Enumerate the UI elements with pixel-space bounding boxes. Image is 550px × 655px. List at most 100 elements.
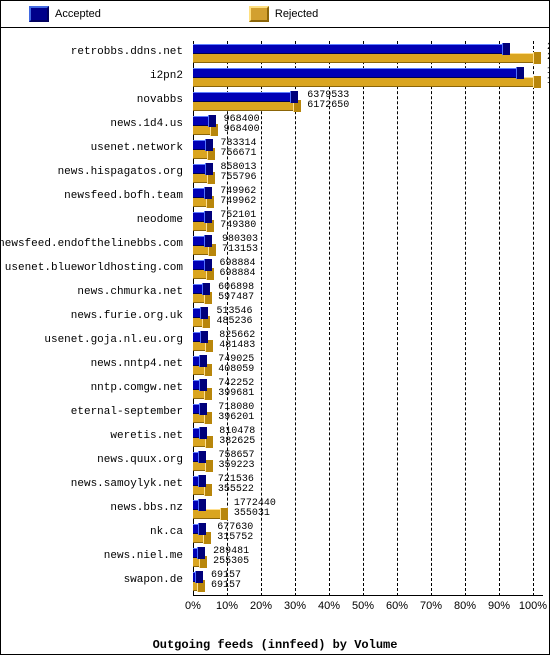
legend-swatch-rejected [249, 6, 269, 22]
bar-accepted [193, 332, 200, 342]
data-row: news.bbs.nz1772440355031 [193, 497, 543, 521]
bar-cap [200, 307, 208, 319]
x-tick-label: 20% [250, 600, 272, 612]
bar-cap [516, 67, 524, 79]
value-rejected: 755796 [221, 172, 257, 183]
x-tick-label: 40% [318, 600, 340, 612]
host-label: nk.ca [0, 526, 183, 538]
data-row: news.samoylyk.net721536355522 [193, 473, 543, 497]
plot-area: 0%10%20%30%40%50%60%70%80%90%100%retrobb… [193, 41, 543, 616]
value-rejected: 698884 [220, 268, 256, 279]
bar-cap [198, 451, 206, 463]
x-tick-label: 70% [420, 600, 442, 612]
value-rejected: 408059 [218, 364, 254, 375]
bar-accepted [193, 236, 204, 246]
bar-rejected [193, 77, 533, 87]
bar-cap [200, 331, 208, 343]
legend-label-accepted: Accepted [55, 8, 101, 20]
bar-cap [197, 547, 205, 559]
bar-accepted [193, 44, 502, 54]
host-label: usenet.blueworldhosting.com [0, 262, 183, 274]
host-label: news.nntp4.net [0, 358, 183, 370]
host-label: eternal-september [0, 406, 183, 418]
bar-accepted [193, 500, 198, 510]
bar-rejected [193, 101, 293, 111]
value-rejected: 749380 [220, 220, 256, 231]
value-rejected: 756671 [221, 148, 257, 159]
value-rejected: 255305 [213, 556, 249, 567]
data-row: swapon.de6915769157 [193, 569, 543, 593]
value-rejected: 6172650 [307, 100, 349, 111]
host-label: i2pn2 [0, 70, 183, 82]
chart-frame: Accepted Rejected 0%10%20%30%40%50%60%70… [0, 0, 550, 655]
data-row: eternal-september718080396201 [193, 401, 543, 425]
value-rejected: 968400 [224, 124, 260, 135]
x-axis-title: Outgoing feeds (innfeed) by Volume [1, 638, 549, 652]
bar-cap [502, 43, 510, 55]
value-rejected: 597487 [218, 292, 254, 303]
data-row: novabbs63795336172650 [193, 89, 543, 113]
host-label: news.niel.me [0, 550, 183, 562]
bar-cap [199, 403, 207, 415]
x-tick-label: 30% [284, 600, 306, 612]
data-row: news.chmurka.net606898597487 [193, 281, 543, 305]
bar-cap [205, 163, 213, 175]
value-rejected: 355522 [218, 484, 254, 495]
bar-cap [199, 379, 207, 391]
x-tick-label: 50% [352, 600, 374, 612]
bar-cap [204, 235, 212, 247]
data-row: weretis.net810478382625 [193, 425, 543, 449]
host-label: novabbs [0, 94, 183, 106]
data-row: news.niel.me289481255305 [193, 545, 543, 569]
host-label: news.chmurka.net [0, 286, 183, 298]
bar-cap [204, 211, 212, 223]
bar-rejected [193, 53, 533, 63]
data-row: newsfeed.bofh.team749962749962 [193, 185, 543, 209]
host-label: usenet.goja.nl.eu.org [0, 334, 183, 346]
x-tick-label: 80% [454, 600, 476, 612]
bar-cap [208, 115, 216, 127]
value-rejected: 713153 [222, 244, 258, 255]
host-label: weretis.net [0, 430, 183, 442]
value-rejected: 749962 [220, 196, 256, 207]
data-row: news.hispagatos.org858013755796 [193, 161, 543, 185]
bar-accepted [193, 284, 202, 294]
bar-accepted [193, 548, 197, 558]
bar-accepted [193, 188, 204, 198]
x-tick-label: 60% [386, 600, 408, 612]
host-label: newsfeed.endofthelinebbs.com [0, 238, 183, 250]
value-rejected: 359223 [219, 460, 255, 471]
value-rejected: 315752 [217, 532, 253, 543]
bar-accepted [193, 428, 199, 438]
host-label: news.samoylyk.net [0, 478, 183, 490]
data-row: nk.ca677630315752 [193, 521, 543, 545]
bar-accepted [193, 116, 208, 126]
data-row: news.quux.org758657359223 [193, 449, 543, 473]
bar-cap [195, 571, 203, 583]
data-row: usenet.network783314756671 [193, 137, 543, 161]
host-label: news.quux.org [0, 454, 183, 466]
host-label: nntp.comgw.net [0, 382, 183, 394]
host-label: usenet.network [0, 142, 183, 154]
bar-cap [204, 187, 212, 199]
value-rejected: 382625 [219, 436, 255, 447]
bar-cap [204, 259, 212, 271]
data-row: nntp.comgw.net742252399681 [193, 377, 543, 401]
bar-accepted [193, 212, 204, 222]
data-row: news.1d4.us968400968400 [193, 113, 543, 137]
bar-accepted [193, 92, 290, 102]
bar-accepted [193, 140, 205, 150]
value-rejected: 355031 [234, 508, 270, 519]
bar-accepted [193, 260, 204, 270]
host-label: news.bbs.nz [0, 502, 183, 514]
data-row: retrobbs.ddns.net2252430020568857 [193, 41, 543, 65]
bar-cap [290, 91, 298, 103]
data-row: i2pn21999252919073449 [193, 65, 543, 89]
bar-accepted [193, 452, 198, 462]
data-row: news.nntp4.net749025408059 [193, 353, 543, 377]
data-row: usenet.blueworldhosting.com698884698884 [193, 257, 543, 281]
data-row: news.furie.org.uk513546485236 [193, 305, 543, 329]
bar-cap [199, 355, 207, 367]
bar-cap [220, 508, 228, 520]
x-tick-label: 90% [488, 600, 510, 612]
